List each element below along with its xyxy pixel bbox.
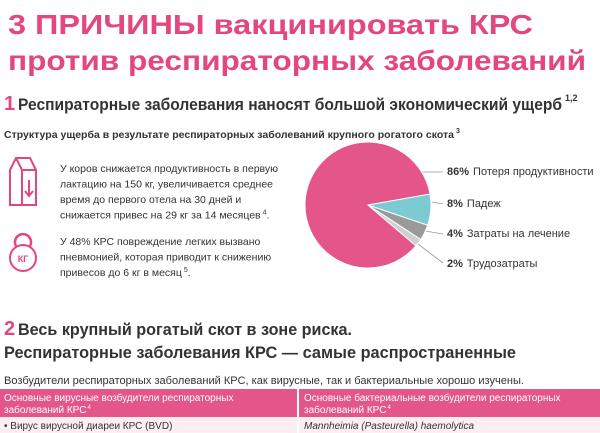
category-label: Затраты на лечение xyxy=(467,228,570,240)
section-heading: Весь крупный рогатый скот в зоне риска. xyxy=(18,320,352,339)
reference: 5 xyxy=(184,267,188,274)
category-label: Трудозатраты xyxy=(467,258,538,270)
fact-text: привесов до 6 кг в месяц xyxy=(60,267,182,279)
fact-line: лактацию на 150 кг, увеличивается средне… xyxy=(60,179,273,191)
section-number: 2 xyxy=(4,318,15,340)
section-heading: Респираторные заболевания КРС — самые ра… xyxy=(4,343,516,362)
header-text: Основные вирусные возбудители респиратор… xyxy=(4,392,233,404)
reference: 4 xyxy=(387,405,391,411)
fact-text: У коров снижается продуктивность в перву… xyxy=(60,163,278,175)
table-cell: Mannheimia (Pasteurella) haemolytica xyxy=(304,421,475,432)
fact-line: привесов до 6 кг в месяц 5. xyxy=(60,267,191,279)
header-text: заболеваний КРС xyxy=(4,404,86,416)
fact-text: У 48% КРС повреждение легких вызвано xyxy=(60,236,261,248)
pie-slice xyxy=(304,141,431,269)
fact-text: время до первого отела на 30 дней и xyxy=(60,194,241,206)
fact-text: снижается привес на 29 кг за 14 месяцев xyxy=(60,210,261,222)
intro: Возбудители респираторных заболеваний КР… xyxy=(4,375,524,387)
table-header: заболеваний КРС4 xyxy=(304,404,391,416)
leader-lines xyxy=(417,171,444,264)
reference: 4 xyxy=(263,210,267,217)
legend-entry: 2% Трудозатраты xyxy=(447,258,538,270)
fact-suffix: . xyxy=(267,210,270,222)
weight-icon: КГ xyxy=(9,232,37,272)
value-label: 4% xyxy=(447,228,463,240)
section-heading: Респираторные заболевания наносят большо… xyxy=(18,95,562,114)
title-line: 3 ПРИЧИНЫ вакцинировать КРС xyxy=(8,9,533,40)
table-header-bg xyxy=(0,389,600,417)
value-label: 86% xyxy=(447,166,469,178)
fact-text: пневмонией, которая приводит к снижению xyxy=(60,252,271,264)
legend-entry: 4% Затраты на лечение xyxy=(447,228,570,240)
category-label: Падеж xyxy=(467,198,501,210)
subtitle: Структура ущерба в результате респиратор… xyxy=(4,129,454,141)
icon-label: КГ xyxy=(18,254,29,264)
value-label: 8% xyxy=(447,198,463,210)
table-cell: • Вирус вирусной диареи КРС (BVD) xyxy=(4,421,172,432)
table-header: Основные бактериальные возбудители респи… xyxy=(304,392,561,404)
table-header: заболеваний КРС4 xyxy=(4,404,91,416)
pie-slice xyxy=(367,204,422,247)
header-text: Основные бактериальные возбудители респи… xyxy=(304,392,561,404)
reference: 3 xyxy=(456,128,460,135)
reference: 4 xyxy=(87,405,91,411)
section-number: 1 xyxy=(4,93,15,115)
fact-line: время до первого отела на 30 дней и xyxy=(60,194,241,206)
fact-line: У коров снижается продуктивность в перву… xyxy=(60,163,278,175)
fact-text: лактацию на 150 кг, увеличивается средне… xyxy=(60,179,273,191)
reference: 1,2 xyxy=(565,93,578,103)
table-row-bg xyxy=(0,417,600,433)
table-header: Основные вирусные возбудители респиратор… xyxy=(4,392,233,404)
fact-line: снижается привес на 29 кг за 14 месяцев 4… xyxy=(60,210,269,222)
legend-entry: 8% Падеж xyxy=(447,198,501,210)
fact-line: пневмонией, которая приводит к снижению xyxy=(60,252,271,264)
value-label: 2% xyxy=(447,258,463,270)
fact-suffix: . xyxy=(188,267,191,279)
fact-line: У 48% КРС повреждение легких вызвано xyxy=(60,236,261,248)
legend-entry: 86% Потеря продуктивности xyxy=(447,166,594,178)
milk-icon xyxy=(9,157,37,206)
title-line: против респираторных заболеваний xyxy=(8,45,586,76)
header-text: заболеваний КРС xyxy=(304,404,386,416)
category-label: Потеря продуктивности xyxy=(473,166,594,178)
